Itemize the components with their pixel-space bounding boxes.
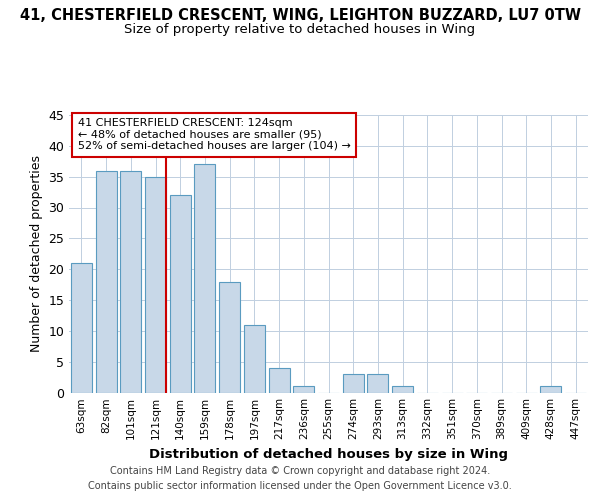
- Y-axis label: Number of detached properties: Number of detached properties: [30, 155, 43, 352]
- Bar: [541, 386, 562, 392]
- Text: 41 CHESTERFIELD CRESCENT: 124sqm
← 48% of detached houses are smaller (95)
52% o: 41 CHESTERFIELD CRESCENT: 124sqm ← 48% o…: [77, 118, 350, 152]
- Text: 41, CHESTERFIELD CRESCENT, WING, LEIGHTON BUZZARD, LU7 0TW: 41, CHESTERFIELD CRESCENT, WING, LEIGHTO…: [19, 8, 581, 22]
- Text: Contains HM Land Registry data © Crown copyright and database right 2024.: Contains HM Land Registry data © Crown c…: [110, 466, 490, 476]
- Text: Size of property relative to detached houses in Wing: Size of property relative to detached ho…: [124, 22, 476, 36]
- Bar: [269, 368, 290, 392]
- Bar: [170, 195, 191, 392]
- Bar: [71, 263, 92, 392]
- Bar: [293, 386, 314, 392]
- Bar: [392, 386, 413, 392]
- Bar: [145, 176, 166, 392]
- Bar: [244, 324, 265, 392]
- Bar: [367, 374, 388, 392]
- Bar: [95, 170, 116, 392]
- Bar: [219, 282, 240, 393]
- Bar: [194, 164, 215, 392]
- Bar: [343, 374, 364, 392]
- Bar: [120, 170, 141, 392]
- Text: Contains public sector information licensed under the Open Government Licence v3: Contains public sector information licen…: [88, 481, 512, 491]
- X-axis label: Distribution of detached houses by size in Wing: Distribution of detached houses by size …: [149, 448, 508, 461]
